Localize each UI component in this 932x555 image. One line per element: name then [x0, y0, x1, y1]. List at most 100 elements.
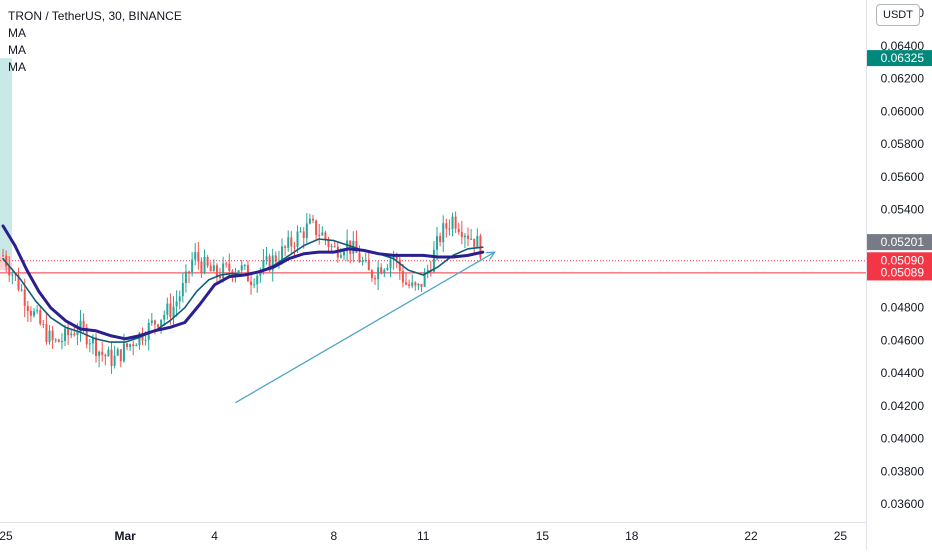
candle-body[interactable]: [240, 265, 243, 271]
candle-body[interactable]: [358, 252, 361, 263]
candle-body[interactable]: [420, 283, 423, 287]
candle-body[interactable]: [101, 351, 104, 355]
candle-body[interactable]: [160, 319, 163, 327]
indicator-ma-1[interactable]: MA: [8, 26, 26, 40]
candle-body[interactable]: [42, 323, 45, 325]
candle-body[interactable]: [129, 344, 132, 348]
candle-body[interactable]: [346, 240, 349, 252]
candle-body[interactable]: [110, 349, 113, 366]
candle-body[interactable]: [243, 265, 246, 267]
candle-body[interactable]: [361, 261, 364, 263]
candle-body[interactable]: [70, 333, 73, 336]
indicator-ma-2[interactable]: MA: [8, 43, 26, 57]
candle-body[interactable]: [296, 231, 299, 248]
candle-body[interactable]: [60, 340, 63, 342]
candle-body[interactable]: [135, 345, 138, 347]
ma-slow-line[interactable]: [1, 224, 485, 341]
candle-body[interactable]: [268, 256, 271, 271]
candle-body[interactable]: [85, 327, 88, 345]
candle-body[interactable]: [73, 333, 76, 336]
candle-body[interactable]: [104, 354, 107, 357]
candle-body[interactable]: [153, 320, 156, 325]
candle-body[interactable]: [122, 343, 125, 362]
candle-body[interactable]: [398, 259, 401, 272]
candle-body[interactable]: [169, 303, 172, 317]
candle-body[interactable]: [259, 270, 262, 276]
candle-body[interactable]: [333, 246, 336, 248]
candle-body[interactable]: [432, 249, 435, 272]
candle-body[interactable]: [287, 237, 290, 248]
candle-body[interactable]: [48, 330, 51, 343]
candle-body[interactable]: [417, 283, 420, 286]
candle-body[interactable]: [256, 275, 259, 285]
target-zone[interactable]: [0, 58, 12, 256]
candle-body[interactable]: [132, 344, 135, 347]
candle-body[interactable]: [144, 339, 147, 341]
candle-body[interactable]: [274, 255, 277, 262]
candle-body[interactable]: [473, 238, 476, 247]
candle-body[interactable]: [349, 240, 352, 254]
candle-body[interactable]: [237, 270, 240, 273]
candle-body[interactable]: [172, 306, 175, 317]
candle-body[interactable]: [36, 310, 39, 312]
candle-body[interactable]: [442, 223, 445, 243]
candle-body[interactable]: [426, 269, 429, 272]
candle-body[interactable]: [389, 259, 392, 268]
candle-body[interactable]: [126, 343, 129, 348]
candle-body[interactable]: [343, 251, 346, 256]
candle-body[interactable]: [299, 231, 302, 233]
candle-body[interactable]: [138, 332, 141, 346]
indicator-ma-3[interactable]: MA: [8, 60, 26, 74]
candle-body[interactable]: [374, 278, 377, 280]
candle-body[interactable]: [305, 223, 308, 239]
candle-body[interactable]: [98, 351, 101, 356]
candle-body[interactable]: [178, 296, 181, 302]
candle-body[interactable]: [457, 228, 460, 233]
candle-body[interactable]: [181, 282, 184, 297]
candle-body[interactable]: [157, 324, 160, 327]
candle-body[interactable]: [327, 239, 330, 247]
candle-body[interactable]: [339, 255, 342, 258]
candle-body[interactable]: [82, 320, 85, 328]
candle-body[interactable]: [467, 235, 470, 239]
price-label-stop[interactable]: [867, 264, 932, 281]
candle-body[interactable]: [166, 303, 169, 315]
candle-body[interactable]: [321, 232, 324, 236]
candle-body[interactable]: [113, 355, 116, 366]
candle-body[interactable]: [203, 257, 206, 273]
candle-body[interactable]: [448, 228, 451, 230]
candle-body[interactable]: [386, 267, 389, 270]
candle-body[interactable]: [411, 282, 414, 286]
candle-body[interactable]: [451, 216, 454, 230]
candle-body[interactable]: [367, 259, 370, 271]
candle-body[interactable]: [88, 343, 91, 345]
candle-body[interactable]: [206, 257, 209, 266]
candle-body[interactable]: [23, 289, 26, 307]
candle-body[interactable]: [395, 256, 398, 260]
candle-body[interactable]: [250, 281, 253, 286]
candle-body[interactable]: [401, 271, 404, 283]
currency-button[interactable]: USDT: [876, 4, 920, 26]
candle-body[interactable]: [14, 274, 17, 276]
candle-body[interactable]: [95, 337, 98, 356]
candle-body[interactable]: [454, 216, 457, 229]
candle-body[interactable]: [290, 237, 293, 247]
candle-body[interactable]: [107, 349, 110, 357]
candle-body[interactable]: [209, 265, 212, 272]
candle-body[interactable]: [175, 301, 178, 307]
candle-body[interactable]: [194, 252, 197, 260]
candle-body[interactable]: [184, 271, 187, 283]
candle-body[interactable]: [355, 240, 358, 253]
candle-body[interactable]: [91, 337, 94, 344]
candle-body[interactable]: [119, 349, 122, 362]
candle-body[interactable]: [370, 270, 373, 279]
candle-body[interactable]: [64, 328, 67, 341]
candle-body[interactable]: [116, 349, 119, 356]
candle-body[interactable]: [215, 265, 218, 277]
candle-body[interactable]: [405, 282, 408, 285]
candle-body[interactable]: [380, 267, 383, 274]
price-label-entry[interactable]: [867, 252, 932, 269]
candle-body[interactable]: [253, 284, 256, 286]
candle-body[interactable]: [476, 235, 479, 247]
